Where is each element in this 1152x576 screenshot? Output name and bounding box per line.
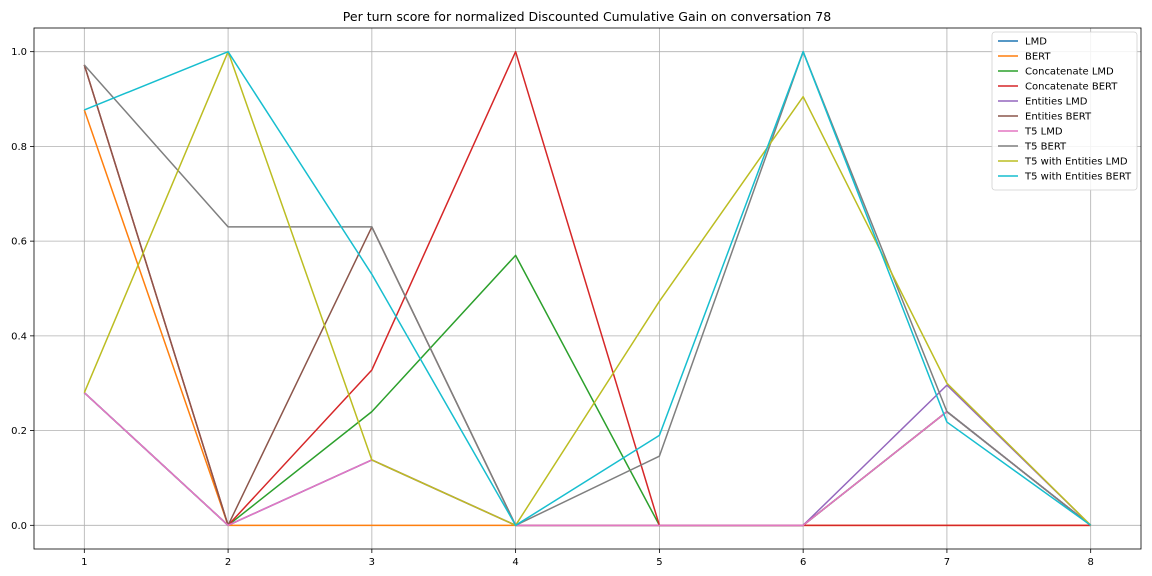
series-line-4 xyxy=(83,50,1091,527)
y-tick-label: 1.0 xyxy=(11,47,27,58)
legend: LMD BERT Concatenate LMD Concatenate BERT En… xyxy=(991,31,1138,191)
legend-label: Entities LMD xyxy=(1025,97,1088,108)
x-tick-label: 4 xyxy=(512,557,518,568)
legend-box xyxy=(991,31,1138,191)
series-line-6 xyxy=(83,64,1092,527)
series-line-2 xyxy=(83,109,1091,527)
legend-label: LMD xyxy=(1025,37,1047,48)
y-tick-label: 0.8 xyxy=(11,142,27,153)
legend-label: T5 with Entities BERT xyxy=(1024,172,1132,183)
x-tick-label: 3 xyxy=(369,557,375,568)
series-line-3 xyxy=(83,254,1092,527)
legend-label: BERT xyxy=(1025,52,1051,63)
x-tick-label: 1 xyxy=(81,557,87,568)
x-tick-label: 5 xyxy=(656,557,662,568)
series-line-7 xyxy=(83,392,1092,527)
y-tick-label: 0.2 xyxy=(11,426,27,437)
legend-label: T5 BERT xyxy=(1024,142,1067,153)
x-axis: 1 2 3 4 5 6 7 8 xyxy=(81,549,1094,568)
chart-title: Per turn score for normalized Discounted… xyxy=(343,9,831,24)
y-tick-label: 0.6 xyxy=(11,237,27,248)
series-line-5 xyxy=(83,384,1092,527)
plot-frame xyxy=(33,27,1142,550)
legend-label: T5 with Entities LMD xyxy=(1024,157,1128,168)
series-line-8 xyxy=(83,50,1092,527)
x-tick-label: 2 xyxy=(225,557,231,568)
series-layer xyxy=(83,50,1092,527)
x-tick-label: 7 xyxy=(944,557,950,568)
x-tick-label: 8 xyxy=(1087,557,1093,568)
legend-label: Concatenate LMD xyxy=(1025,67,1114,78)
legend-label: Concatenate BERT xyxy=(1025,82,1118,93)
legend-label: Entities BERT xyxy=(1025,112,1092,123)
legend-label: T5 LMD xyxy=(1024,127,1063,138)
y-tick-label: 0.0 xyxy=(11,521,27,532)
y-tick-label: 0.4 xyxy=(11,331,27,342)
x-tick-label: 6 xyxy=(800,557,806,568)
series-line-10 xyxy=(84,50,1092,527)
series-line-9 xyxy=(83,50,1092,527)
y-axis: 0.0 0.2 0.4 0.6 0.8 1.0 xyxy=(11,47,34,532)
grid xyxy=(34,28,1141,549)
